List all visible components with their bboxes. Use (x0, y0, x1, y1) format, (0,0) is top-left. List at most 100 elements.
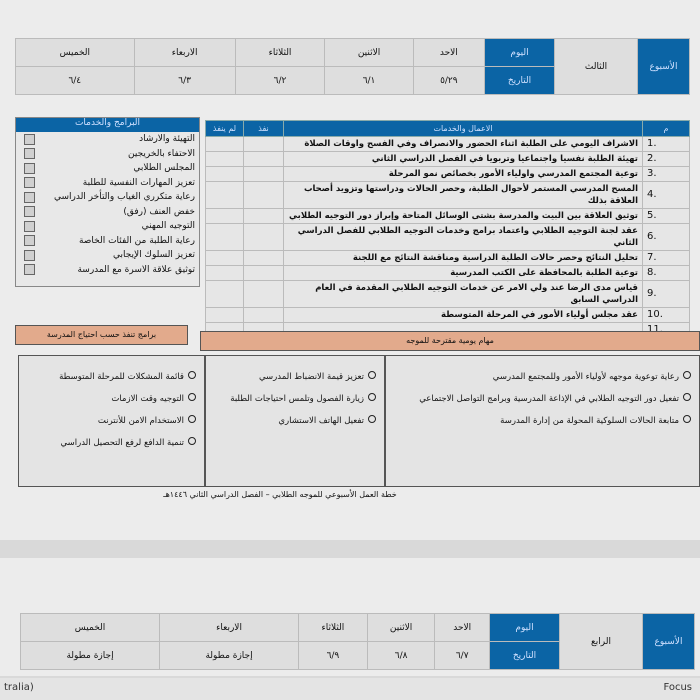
bullet-text: تفعيل دور التوجيه الطلابي في الإذاعة الم… (419, 394, 679, 404)
table-row: 6. عقد لجنة التوجيه الطلابي واعتماد برامج… (205, 223, 690, 251)
bullet-text: تنمية الدافع لرفع التحصيل الدراسي (60, 438, 184, 448)
date-cell: ٦/٨ (366, 641, 436, 670)
task-text: توعية الطلبة بالمحافظة على الكتب المدرسي… (283, 265, 643, 281)
date-cell: ٦/٤ (15, 66, 135, 95)
not-done-cell[interactable] (205, 223, 244, 251)
done-cell[interactable] (243, 208, 284, 224)
table-row: 9. قياس مدى الرضا عند ولي الامر عن خدمات … (205, 280, 690, 308)
task-number: 5. (642, 208, 690, 224)
day-label: اليوم (484, 38, 555, 67)
week-name: الرابع (559, 613, 643, 670)
checkbox[interactable] (24, 264, 35, 276)
done-cell[interactable] (243, 265, 284, 281)
not-done-cell[interactable] (205, 265, 244, 281)
done-cell[interactable] (243, 280, 284, 308)
document-page-2: الأسبوع الرابع اليوم الاحد الاثنين الثلاثاء ال… (0, 558, 700, 676)
day-cell: الثلاثاء (298, 613, 368, 642)
bullet-item: تفعيل الهاتف الاستشاري (214, 414, 376, 428)
done-cell[interactable] (243, 166, 284, 182)
daily-tasks-col2: تعزيز قيمة الانضباط المدرسي زيارة الفصول … (205, 355, 385, 487)
week4-table: الأسبوع الرابع اليوم الاحد الاثنين الثلاثاء ال… (19, 613, 695, 670)
task-number: 3. (642, 166, 690, 182)
task-number: 8. (642, 265, 690, 281)
circle-bullet-icon (188, 415, 196, 423)
col-done: نفذ (243, 120, 284, 137)
circle-bullet-icon (683, 415, 691, 423)
checkbox[interactable] (24, 191, 35, 203)
task-text: عقد لجنة التوجيه الطلابي واعتماد برامج و… (283, 223, 643, 251)
program-item: التوجيه المهني (16, 219, 199, 234)
table-row: 1. الاشراف اليومي على الطلبة اثناء الحضور… (205, 136, 690, 152)
circle-bullet-icon (188, 437, 196, 445)
program-label: توثيق علاقة الاسرة مع المدرسة (77, 264, 195, 275)
date-label: التاريخ (484, 66, 555, 95)
not-done-cell[interactable] (205, 307, 244, 323)
done-cell[interactable] (243, 181, 284, 209)
caption: خطة العمل الأسبوعي للموجه الطلابي – الفص… (163, 490, 397, 499)
task-text: تهيئة الطلبة نفسيا واجتماعيا وتربويا في … (283, 151, 643, 167)
checkbox[interactable] (24, 177, 35, 189)
not-done-cell[interactable] (205, 181, 244, 209)
done-cell[interactable] (243, 307, 284, 323)
task-text: قياس مدى الرضا عند ولي الامر عن خدمات ال… (283, 280, 643, 308)
bullet-text: التوجيه وقت الازمات (111, 394, 184, 404)
task-text: تحليل النتائج وحصر حالات الطلبة الدراسية… (283, 250, 643, 266)
week3-table: الأسبوع الثالث اليوم الاحد الاثنين الثلاثاء ال… (15, 38, 690, 95)
table-row: 5. توثيق العلاقة بين البيت والمدرسة بشتى … (205, 208, 690, 224)
checkbox[interactable] (24, 220, 35, 232)
program-label: تعزيز المهارات النفسية للطلبة (82, 177, 195, 188)
bullet-text: رعاية توعوية موجهه لأولياء الأمور وللمجت… (492, 372, 679, 382)
bullet-text: تعزيز قيمة الانضباط المدرسي (258, 372, 364, 382)
circle-bullet-icon (683, 393, 691, 401)
date-cell: ٥/٢٩ (412, 66, 486, 95)
table-row: 8. توعية الطلبة بالمحافظة على الكتب المدر… (205, 265, 690, 281)
week-label: الأسبوع (637, 38, 690, 95)
bullet-text: متابعة الحالات السلوكية المحولة من إدارة… (500, 416, 679, 426)
not-done-cell[interactable] (205, 208, 244, 224)
checkbox[interactable] (24, 206, 35, 218)
day-cell: الخميس (15, 38, 135, 67)
date-cell: ٦/٩ (298, 641, 368, 670)
focus-button[interactable]: Focus (663, 682, 692, 693)
language-indicator[interactable]: tralia) (4, 682, 34, 693)
col-not-done: لم ينفذ (205, 120, 244, 137)
checkbox[interactable] (24, 162, 35, 174)
table-row: 3. توعية المجتمع المدرسي واولياء الأمور ب… (205, 166, 690, 182)
not-done-cell[interactable] (205, 166, 244, 182)
bullet-text: قائمة المشكلات للمرحلة المتوسطة (59, 372, 184, 382)
program-label: رعاية الطلبة من الفئات الخاصة (78, 235, 195, 246)
date-cell: إجازة مطولة (19, 641, 161, 670)
day-label: اليوم (489, 613, 560, 642)
program-label: خفض العنف (رفق) (123, 206, 195, 217)
programs-list: البرامج والخدمات التهيئة والارشاد الاحتفا… (15, 117, 200, 287)
day-cell: الخميس (19, 613, 161, 642)
program-label: الاحتفاء بالخريجين (128, 148, 195, 159)
done-cell[interactable] (243, 151, 284, 167)
checkbox[interactable] (24, 235, 35, 247)
week-label: الأسبوع (642, 613, 695, 670)
col-num: م (642, 120, 690, 137)
program-item: خفض العنف (رفق) (16, 205, 199, 220)
date-cell: إجازة مطولة (159, 641, 300, 670)
not-done-cell[interactable] (205, 250, 244, 266)
checkbox[interactable] (24, 249, 35, 261)
day-cell: الثلاثاء (234, 38, 326, 67)
date-cell: ٦/٢ (234, 66, 326, 95)
not-done-cell[interactable] (205, 136, 244, 152)
not-done-cell[interactable] (205, 280, 244, 308)
task-text: توعية المجتمع المدرسي واولياء الأمور بخص… (283, 166, 643, 182)
checkbox[interactable] (24, 133, 35, 145)
done-cell[interactable] (243, 223, 284, 251)
not-done-cell[interactable] (205, 151, 244, 167)
program-item: الاحتفاء بالخريجين (16, 147, 199, 162)
done-cell[interactable] (243, 250, 284, 266)
bullet-item: متابعة الحالات السلوكية المحولة من إدارة… (394, 414, 691, 428)
done-cell[interactable] (243, 136, 284, 152)
checkbox[interactable] (24, 148, 35, 160)
program-label: رعاية متكرري الغياب والتأخر الدراسي (53, 192, 195, 203)
table-row: 2. تهيئة الطلبة نفسيا واجتماعيا وتربويا ف… (205, 151, 690, 167)
task-number: 2. (642, 151, 690, 167)
day-cell: الاثنين (324, 38, 414, 67)
circle-bullet-icon (683, 371, 691, 379)
program-item: رعاية الطلبة من الفئات الخاصة (16, 234, 199, 249)
